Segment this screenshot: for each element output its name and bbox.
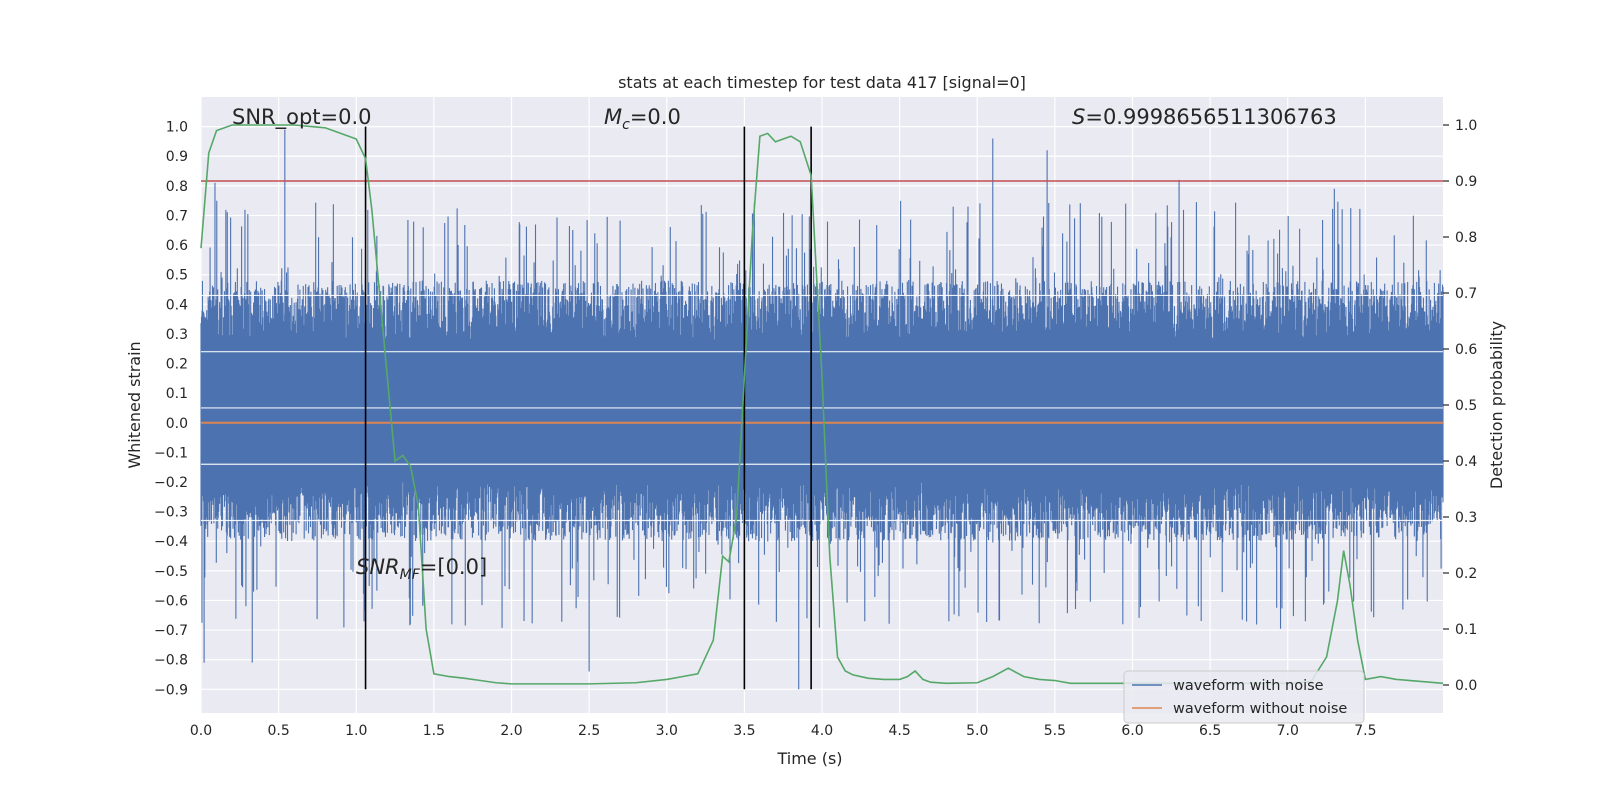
y2-tick-label: 0.6 xyxy=(1455,342,1477,358)
x-axis-label: Time (s) xyxy=(776,749,842,768)
y2-tick-label: 0.0 xyxy=(1455,678,1477,694)
annotation-mc-sub: c xyxy=(622,117,630,133)
y-tick-label: −0.2 xyxy=(154,475,188,491)
y2-tick-label: 0.8 xyxy=(1455,230,1477,246)
x-tick-label: 5.5 xyxy=(1044,723,1066,739)
y2-tick-label: 0.9 xyxy=(1455,174,1477,190)
y2-tick-label: 0.5 xyxy=(1455,398,1477,414)
y-tick-label: −0.4 xyxy=(154,534,188,550)
y-tick-label: 0.7 xyxy=(166,208,188,224)
x-tick-label: 7.5 xyxy=(1354,723,1376,739)
annotation-snr-opt: SNR_opt=0.0 xyxy=(232,105,372,130)
annotation-s-symbol: S xyxy=(1072,105,1085,129)
x-tick-label: 1.0 xyxy=(345,723,367,739)
y2-tick-label: 1.0 xyxy=(1455,118,1477,134)
y-tick-label: 0.9 xyxy=(166,149,188,165)
y-tick-label: −0.8 xyxy=(154,653,188,669)
y-axis-ticks: −0.9 −0.8 −0.7 −0.6 −0.5 −0.4 −0.3 −0.2 −0.1 0.0 0… xyxy=(154,120,188,699)
annotation-s: S=0.9998656511306763 xyxy=(1072,105,1337,129)
y2-tick-label: 0.1 xyxy=(1455,622,1477,638)
y-tick-label: 0.5 xyxy=(166,268,188,284)
x-tick-label: 4.0 xyxy=(811,723,833,739)
y-tick-label: 0.6 xyxy=(166,238,188,254)
annotation-s-value: =0.9998656511306763 xyxy=(1085,105,1336,129)
chart-title: stats at each timestep for test data 417… xyxy=(618,73,1026,92)
annotation-snr-mf-value: =[0.0] xyxy=(420,555,487,579)
legend: waveform with noise waveform without noi… xyxy=(1123,670,1365,724)
series-detection-probability xyxy=(200,124,1444,685)
x-tick-label: 6.5 xyxy=(1199,723,1221,739)
y-axis-label: Whitened strain xyxy=(125,341,144,468)
annotation-mc: Mc=0.0 xyxy=(604,105,681,133)
annotation-snr-mf: SNRMF=[0.0] xyxy=(356,555,487,583)
overlay-lines xyxy=(200,124,1444,690)
x-tick-label: 5.0 xyxy=(966,723,988,739)
annotation-snr-mf-sub: MF xyxy=(400,567,421,583)
noise-trace xyxy=(200,129,1444,690)
y2-tick-label: 0.3 xyxy=(1455,510,1477,526)
x-tick-label: 1.5 xyxy=(423,723,445,739)
y-tick-label: −0.9 xyxy=(154,682,188,698)
y-tick-label: −0.3 xyxy=(154,505,188,521)
y2-tick-label: 0.4 xyxy=(1455,454,1477,470)
y-tick-label: −0.6 xyxy=(154,593,188,609)
y-tick-label: 0.1 xyxy=(166,386,188,402)
y-tick-label: 0.0 xyxy=(166,416,188,432)
y-tick-label: 0.3 xyxy=(166,327,188,343)
y2-axis-label: Detection probability xyxy=(1487,321,1506,489)
x-tick-label: 0.0 xyxy=(190,723,212,739)
legend-box xyxy=(1123,670,1365,724)
y-tick-label: −0.5 xyxy=(154,564,188,580)
x-tick-label: 2.5 xyxy=(578,723,600,739)
y-tick-label: 0.2 xyxy=(166,357,188,373)
y-tick-label: 1.0 xyxy=(166,120,188,136)
y-tick-label: 0.4 xyxy=(166,297,188,313)
x-tick-label: 3.5 xyxy=(733,723,755,739)
legend-label-clean: waveform without noise xyxy=(1173,701,1347,717)
x-tick-label: 4.5 xyxy=(888,723,910,739)
x-tick-label: 6.0 xyxy=(1121,723,1143,739)
y2-axis-ticks: 0.0 0.1 0.2 0.3 0.4 0.5 0.6 0.7 0.8 0.9 1.0 xyxy=(1443,118,1477,694)
y-tick-label: −0.1 xyxy=(154,445,188,461)
x-tick-label: 2.0 xyxy=(500,723,522,739)
x-tick-label: 3.0 xyxy=(656,723,678,739)
legend-label-noise: waveform with noise xyxy=(1173,678,1324,694)
x-tick-label: 7.0 xyxy=(1277,723,1299,739)
x-tick-label: 0.5 xyxy=(267,723,289,739)
x-axis-ticks: 0.0 0.5 1.0 1.5 2.0 2.5 3.0 3.5 4.0 4.5 5.0 5.5 6.0 6… xyxy=(190,723,1377,739)
annotation-snr-mf-symbol: SNR xyxy=(356,555,400,579)
y2-tick-label: 0.2 xyxy=(1455,566,1477,582)
y-tick-label: 0.8 xyxy=(166,179,188,195)
annotation-mc-value: =0.0 xyxy=(630,105,681,129)
y2-tick-label: 0.7 xyxy=(1455,286,1477,302)
annotation-mc-symbol: M xyxy=(604,105,622,129)
y-tick-label: −0.7 xyxy=(154,623,188,639)
